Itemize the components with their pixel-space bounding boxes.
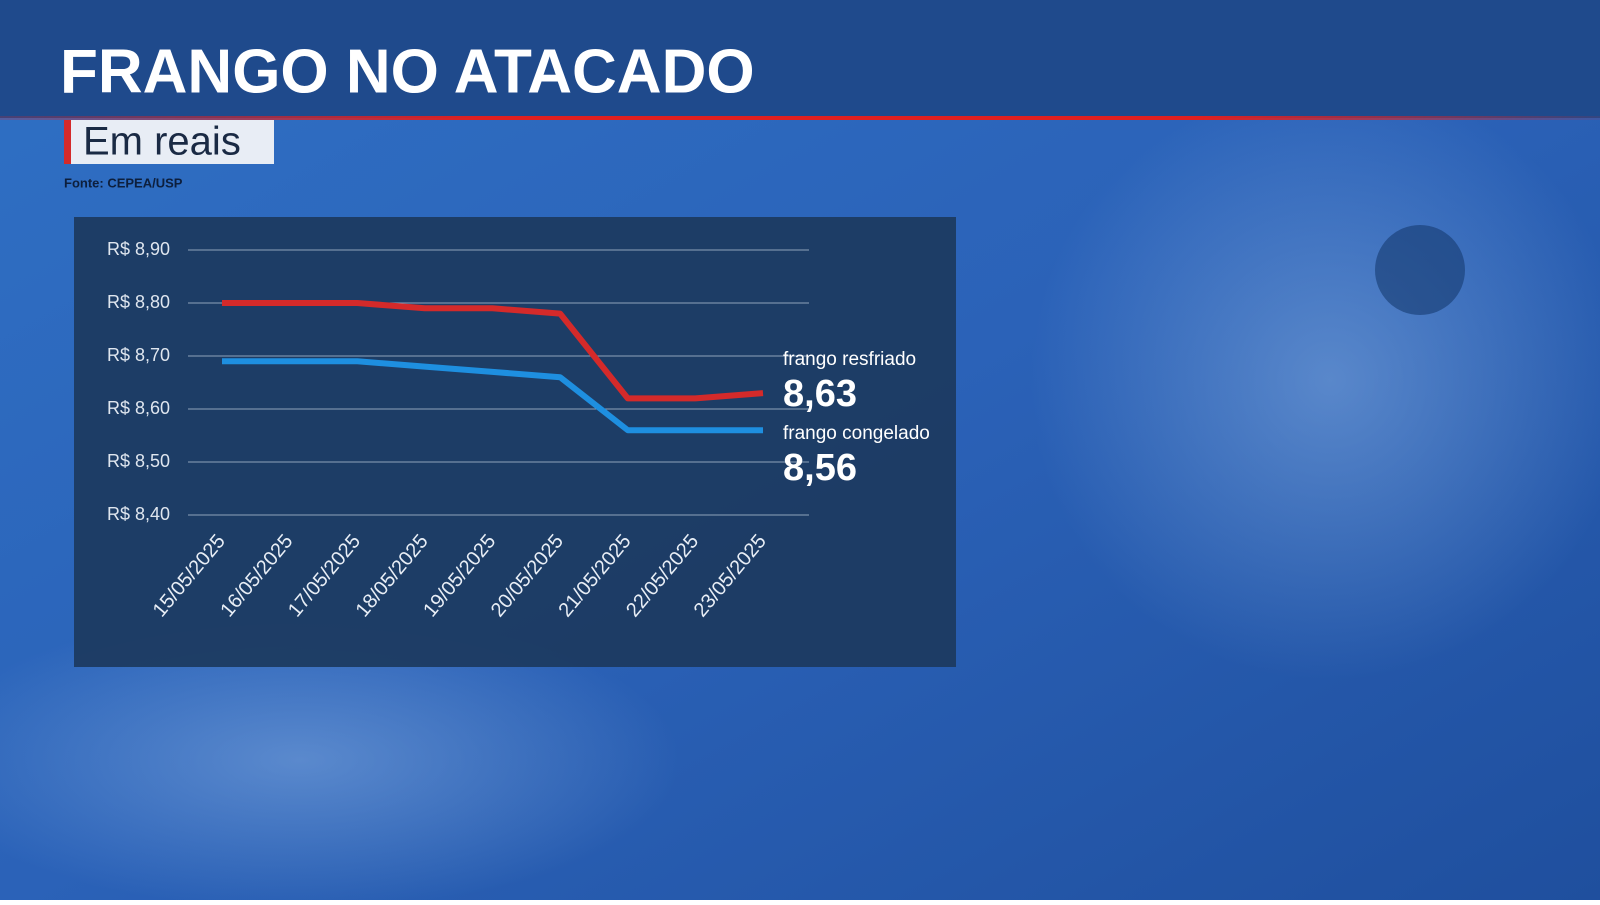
value-label: 8,63 <box>783 373 857 415</box>
header-rule <box>0 116 1600 120</box>
decor <box>1030 80 1600 680</box>
subtitle: Em reais <box>83 120 241 164</box>
source: Fonte: CEPEA/USP <box>64 175 183 190</box>
y-tick-label: R$ 8,40 <box>107 504 170 524</box>
chart-panel <box>74 217 956 667</box>
line-series <box>222 300 764 402</box>
y-tick-label: R$ 8,90 <box>107 239 170 259</box>
value-label: 8,56 <box>783 447 857 489</box>
y-tick-label: R$ 8,50 <box>107 451 170 471</box>
subtitle-box <box>64 120 274 164</box>
series-label: frango resfriado <box>783 349 916 370</box>
series-label: frango congelado <box>783 423 930 444</box>
decor <box>0 610 680 905</box>
decor <box>1375 225 1465 315</box>
header-band <box>0 0 1600 118</box>
line-series <box>222 358 763 434</box>
title: FRANGO NO ATACADO <box>60 37 755 106</box>
y-tick-label: R$ 8,70 <box>107 345 170 365</box>
subtitle-accent <box>64 120 71 164</box>
y-tick-label: R$ 8,80 <box>107 292 170 312</box>
y-tick-label: R$ 8,60 <box>107 398 170 418</box>
